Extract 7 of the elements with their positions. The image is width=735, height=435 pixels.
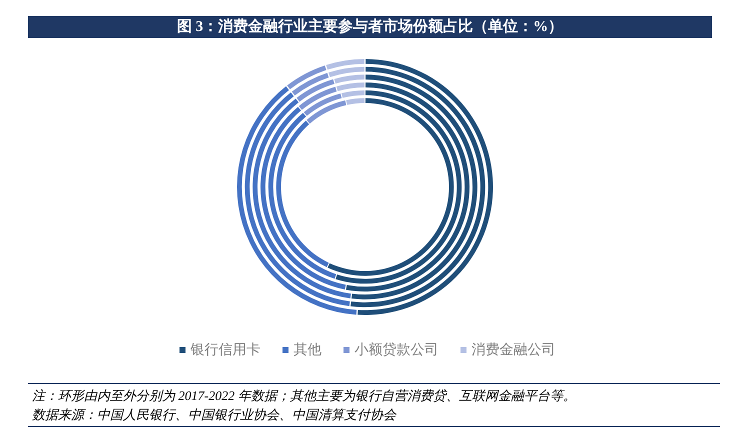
chart-title: 图 3：消费金融行业主要参与者市场份额占比（单位：%）	[28, 16, 712, 38]
legend-label: 消费金融公司	[472, 342, 556, 358]
source-note: 数据来源：中国人民银行、中国银行业协会、中国清算支付协会	[32, 406, 398, 424]
legend-label: 其他	[294, 342, 322, 358]
legend-label: 小额贷款公司	[354, 342, 438, 358]
legend-label: 银行信用卡	[190, 342, 260, 358]
text: 注：环形由内至外分别为 2017-2022 年数据；其他主要为银行自营消费贷、互联网金融平台等。	[32, 387, 577, 405]
